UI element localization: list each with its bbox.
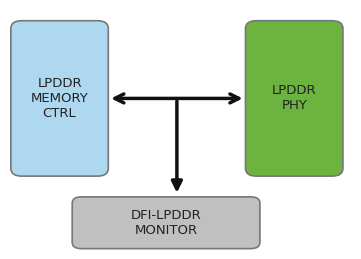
FancyBboxPatch shape <box>72 197 260 249</box>
Text: DFI-LPDDR
MONITOR: DFI-LPDDR MONITOR <box>131 209 201 237</box>
FancyBboxPatch shape <box>11 21 108 176</box>
Text: LPDDR
MEMORY
CTRL: LPDDR MEMORY CTRL <box>31 77 88 120</box>
Text: LPDDR
PHY: LPDDR PHY <box>272 84 317 112</box>
FancyBboxPatch shape <box>245 21 343 176</box>
